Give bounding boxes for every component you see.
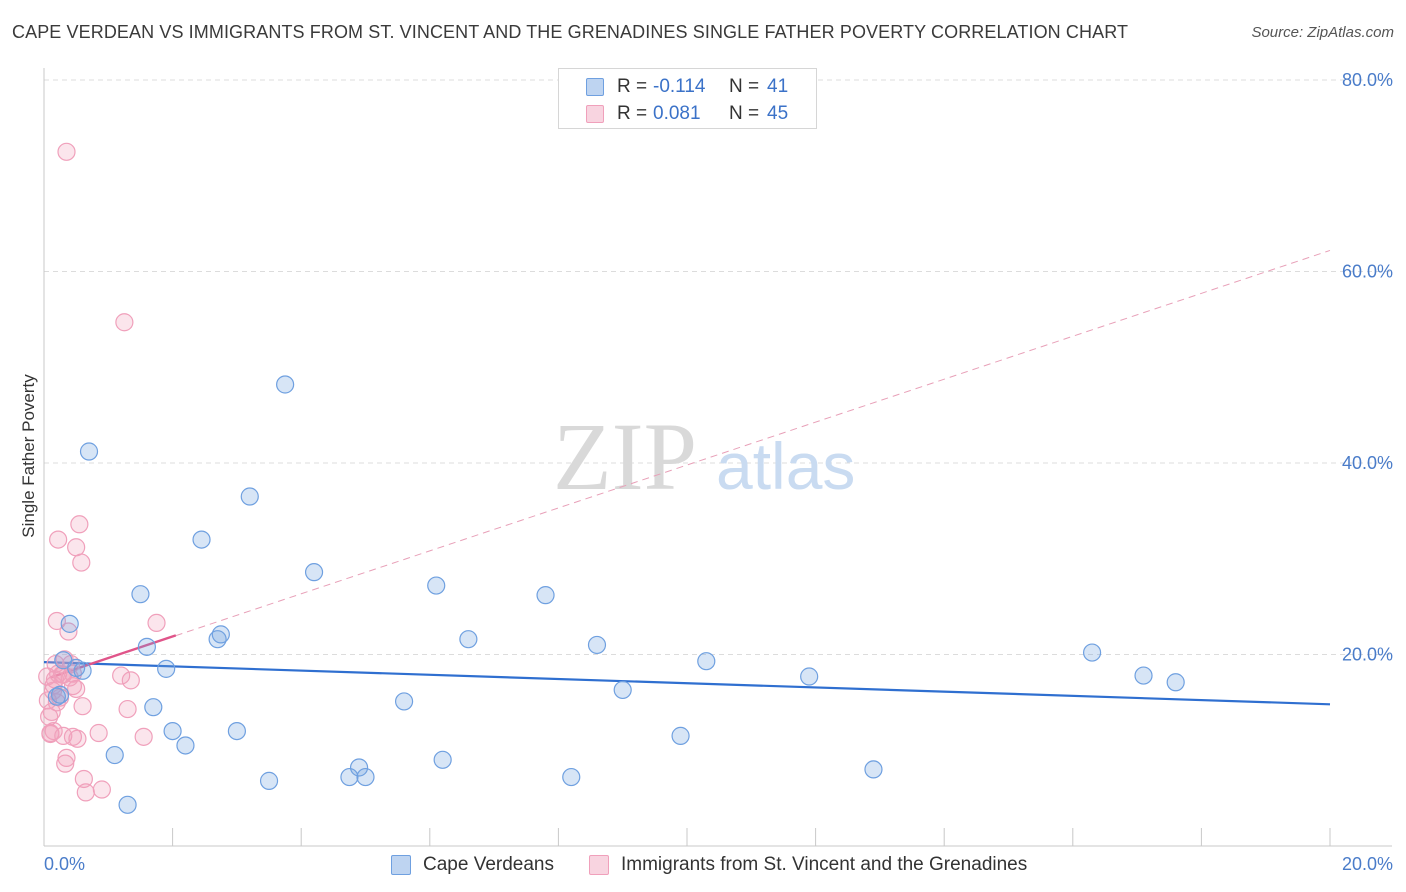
- point-cape-verdean: [587, 635, 607, 655]
- point-cape-verdean: [671, 726, 690, 745]
- point-immigrants: [44, 721, 63, 741]
- legend-swatch-blue: [391, 855, 411, 875]
- point-cape-verdean: [240, 487, 259, 506]
- legend-item-immigrants[interactable]: Immigrants from St. Vincent and the Gren…: [589, 852, 1027, 878]
- point-cape-verdean: [697, 652, 716, 671]
- point-immigrants: [89, 723, 108, 743]
- x-tick-label: 20.0%: [1342, 854, 1393, 874]
- n-label: N =: [729, 76, 760, 97]
- watermark-atlas: atlas: [716, 429, 855, 503]
- point-immigrants: [56, 754, 75, 773]
- y-axis-label: Single Father Poverty: [19, 374, 38, 538]
- point-cape-verdean: [340, 767, 359, 787]
- point-cape-verdean: [163, 721, 182, 741]
- stats-legend: R = -0.114 N = 41 R = 0.081 N = 45: [558, 68, 817, 129]
- point-immigrants: [67, 679, 86, 699]
- point-immigrants: [147, 613, 166, 633]
- point-immigrants: [76, 783, 95, 802]
- point-cape-verdean: [157, 659, 176, 678]
- legend-swatch-blue: [586, 78, 604, 96]
- y-tick-label: 60.0%: [1342, 262, 1393, 282]
- point-cape-verdean: [613, 680, 632, 700]
- point-immigrants: [112, 666, 131, 685]
- point-cape-verdean: [192, 530, 211, 549]
- n-value: 41: [767, 76, 789, 97]
- point-immigrants: [73, 697, 92, 716]
- point-cape-verdean: [259, 771, 279, 790]
- r-label: R =: [617, 103, 648, 124]
- point-cape-verdean: [459, 630, 478, 649]
- point-cape-verdean: [800, 667, 819, 686]
- point-immigrants: [72, 553, 91, 572]
- stats-row-cape-verdeans: R = -0.114 N = 41: [586, 75, 788, 99]
- point-cape-verdean: [864, 760, 883, 779]
- point-cape-verdean: [47, 687, 66, 706]
- point-cape-verdean: [73, 661, 92, 680]
- point-immigrants: [57, 142, 76, 161]
- tick-labels: 20.0% 40.0% 60.0% 80.0% 0.0% 20.0% Single Fath…: [19, 70, 1393, 874]
- point-cape-verdean: [1134, 666, 1153, 685]
- point-immigrants: [121, 671, 140, 690]
- point-immigrants: [49, 530, 68, 549]
- legend-label: Cape Verdeans: [423, 854, 554, 875]
- r-value: -0.114: [653, 76, 706, 97]
- y-tick-label: 20.0%: [1342, 645, 1393, 665]
- r-value: 0.081: [653, 103, 701, 124]
- point-immigrants: [134, 727, 153, 746]
- point-cape-verdean: [562, 767, 581, 787]
- point-cape-verdean: [176, 736, 195, 755]
- point-cape-verdean: [118, 795, 137, 814]
- trend-line-cape-verdeans: [43, 661, 1331, 706]
- watermark: ZIP atlas: [553, 403, 855, 510]
- point-cape-verdean: [433, 750, 452, 769]
- point-immigrants: [57, 748, 76, 768]
- point-cape-verdean: [536, 586, 555, 605]
- source-credit: Source: ZipAtlas.com: [1251, 24, 1394, 41]
- point-cape-verdean: [276, 375, 295, 394]
- point-cape-verdean: [211, 625, 230, 644]
- point-cape-verdean: [349, 758, 369, 777]
- x-tick-label: 0.0%: [44, 854, 85, 874]
- point-immigrants: [41, 724, 60, 744]
- point-cape-verdean: [427, 576, 446, 595]
- point-immigrants: [63, 727, 83, 746]
- point-cape-verdean: [227, 721, 246, 741]
- point-immigrants: [74, 769, 93, 789]
- data-points: [38, 142, 1185, 814]
- legend-item-cape-verdeans[interactable]: Cape Verdeans: [391, 852, 554, 878]
- point-immigrants: [115, 313, 134, 332]
- point-immigrants: [67, 538, 86, 557]
- point-cape-verdean: [50, 685, 70, 704]
- point-cape-verdean: [1166, 673, 1185, 692]
- point-cape-verdean: [137, 637, 156, 656]
- y-tick-label: 40.0%: [1342, 453, 1393, 473]
- point-cape-verdean: [304, 563, 324, 582]
- stats-row-immigrants: R = 0.081 N = 45: [586, 102, 788, 126]
- r-label: R =: [617, 76, 648, 97]
- point-cape-verdean: [131, 585, 150, 604]
- n-value: 45: [767, 103, 789, 124]
- point-cape-verdean: [60, 614, 79, 633]
- point-cape-verdean: [79, 442, 99, 461]
- point-cape-verdean: [105, 745, 124, 765]
- point-cape-verdean: [394, 692, 414, 711]
- point-immigrants: [70, 515, 89, 534]
- point-cape-verdean: [356, 767, 375, 787]
- n-label: N =: [729, 103, 760, 124]
- point-immigrants: [59, 622, 78, 641]
- legend-swatch-pink: [586, 105, 604, 123]
- point-cape-verdean: [144, 698, 163, 717]
- y-tick-label: 80.0%: [1342, 70, 1393, 90]
- trend-line-immigrants-dashed: [50, 249, 1331, 678]
- legend-swatch-pink: [589, 855, 609, 875]
- point-immigrants: [118, 699, 137, 719]
- point-immigrants: [92, 780, 111, 799]
- legend-label: Immigrants from St. Vincent and the Gren…: [621, 854, 1028, 875]
- chart-title: CAPE VERDEAN VS IMMIGRANTS FROM ST. VINC…: [12, 22, 1129, 42]
- grid-lines: [44, 79, 1392, 655]
- point-cape-verdean: [1082, 643, 1102, 662]
- watermark-zip: ZIP: [553, 403, 697, 510]
